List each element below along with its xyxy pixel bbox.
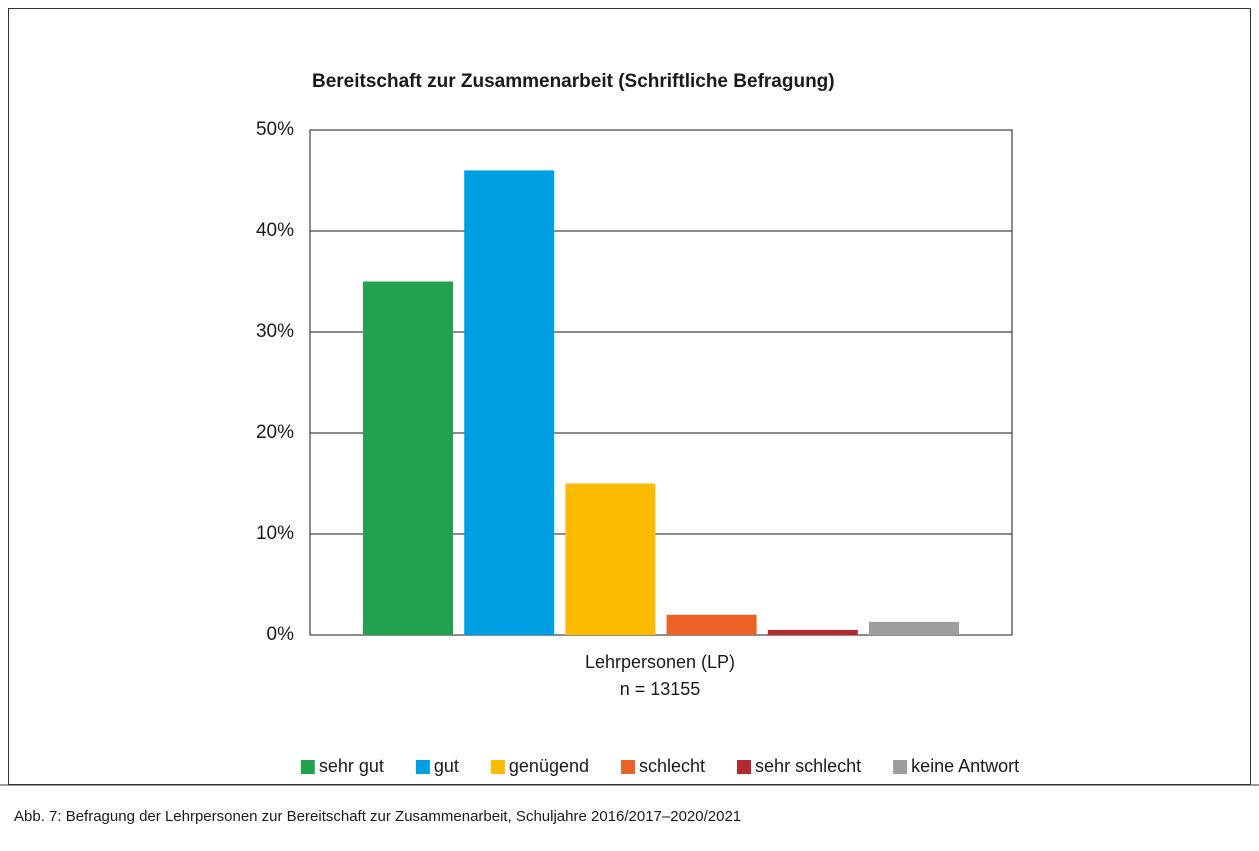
legend-swatch — [415, 760, 430, 774]
y-tick-label: 50% — [256, 119, 294, 140]
x-tick-label: Lehrpersonen (LP) — [585, 652, 735, 672]
legend-swatch — [300, 760, 315, 774]
legend-label: keine Antwort — [911, 756, 1019, 776]
y-tick-label: 0% — [267, 624, 295, 645]
bar — [363, 281, 453, 635]
bar — [869, 621, 959, 635]
y-tick-label: 20% — [256, 422, 294, 443]
legend-swatch — [893, 760, 908, 774]
legend-label: schlecht — [639, 756, 705, 776]
legend-label: sehr gut — [319, 756, 384, 776]
legend-swatch — [621, 760, 635, 774]
legend-swatch — [490, 760, 505, 774]
annotation: n = 13155 — [620, 679, 701, 699]
y-tick-label: 30% — [256, 321, 294, 342]
y-tick-label: 10% — [256, 523, 294, 544]
y-tick-label: 40% — [256, 220, 294, 241]
legend-swatch — [737, 760, 752, 774]
legend-label: genügend — [509, 756, 589, 776]
chart-title: Bereitschaft zur Zusammenarbeit (Schrift… — [312, 71, 835, 92]
bar — [565, 483, 656, 635]
bar — [666, 614, 757, 635]
legend-label: sehr schlecht — [755, 756, 861, 776]
bar — [464, 170, 555, 635]
caption: Abb. 7: Befragung der Lehrpersonen zur B… — [14, 808, 741, 825]
bar — [767, 629, 858, 635]
legend-label: gut — [434, 756, 459, 776]
